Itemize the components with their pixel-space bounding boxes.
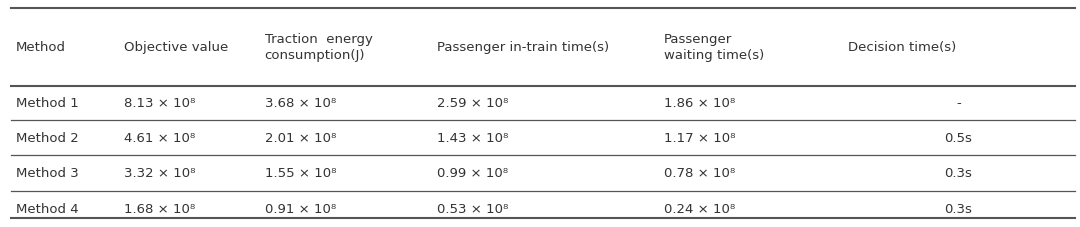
Text: Method 4: Method 4	[16, 202, 79, 215]
Text: 0.78 × 10⁸: 0.78 × 10⁸	[664, 167, 735, 180]
Text: Method 3: Method 3	[16, 167, 79, 180]
Text: 8.13 × 10⁸: 8.13 × 10⁸	[124, 97, 195, 110]
Text: 2.59 × 10⁸: 2.59 × 10⁸	[437, 97, 509, 110]
Text: 3.68 × 10⁸: 3.68 × 10⁸	[265, 97, 336, 110]
Text: Method: Method	[16, 41, 66, 54]
Text: 2.01 × 10⁸: 2.01 × 10⁸	[265, 131, 336, 144]
Text: 0.5s: 0.5s	[945, 131, 972, 144]
Text: 4.61 × 10⁸: 4.61 × 10⁸	[124, 131, 195, 144]
Text: Method 2: Method 2	[16, 131, 79, 144]
Text: Decision time(s): Decision time(s)	[848, 41, 956, 54]
Text: 1.68 × 10⁸: 1.68 × 10⁸	[124, 202, 195, 215]
Text: 0.24 × 10⁸: 0.24 × 10⁸	[664, 202, 735, 215]
Text: 0.99 × 10⁸: 0.99 × 10⁸	[437, 167, 509, 180]
Text: 1.55 × 10⁸: 1.55 × 10⁸	[265, 167, 336, 180]
Text: 0.53 × 10⁸: 0.53 × 10⁸	[437, 202, 509, 215]
Text: 0.3s: 0.3s	[945, 167, 972, 180]
Text: 0.3s: 0.3s	[945, 202, 972, 215]
Text: 1.17 × 10⁸: 1.17 × 10⁸	[664, 131, 735, 144]
Text: Passenger
waiting time(s): Passenger waiting time(s)	[664, 33, 765, 62]
Text: 1.86 × 10⁸: 1.86 × 10⁸	[664, 97, 735, 110]
Text: Traction  energy
consumption(J): Traction energy consumption(J)	[265, 33, 373, 62]
Text: Method 1: Method 1	[16, 97, 79, 110]
Text: 3.32 × 10⁸: 3.32 × 10⁸	[124, 167, 195, 180]
Text: 1.43 × 10⁸: 1.43 × 10⁸	[437, 131, 509, 144]
Text: Objective value: Objective value	[124, 41, 229, 54]
Text: 0.91 × 10⁸: 0.91 × 10⁸	[265, 202, 336, 215]
Text: Passenger in-train time(s): Passenger in-train time(s)	[437, 41, 609, 54]
Text: -: -	[956, 97, 961, 110]
